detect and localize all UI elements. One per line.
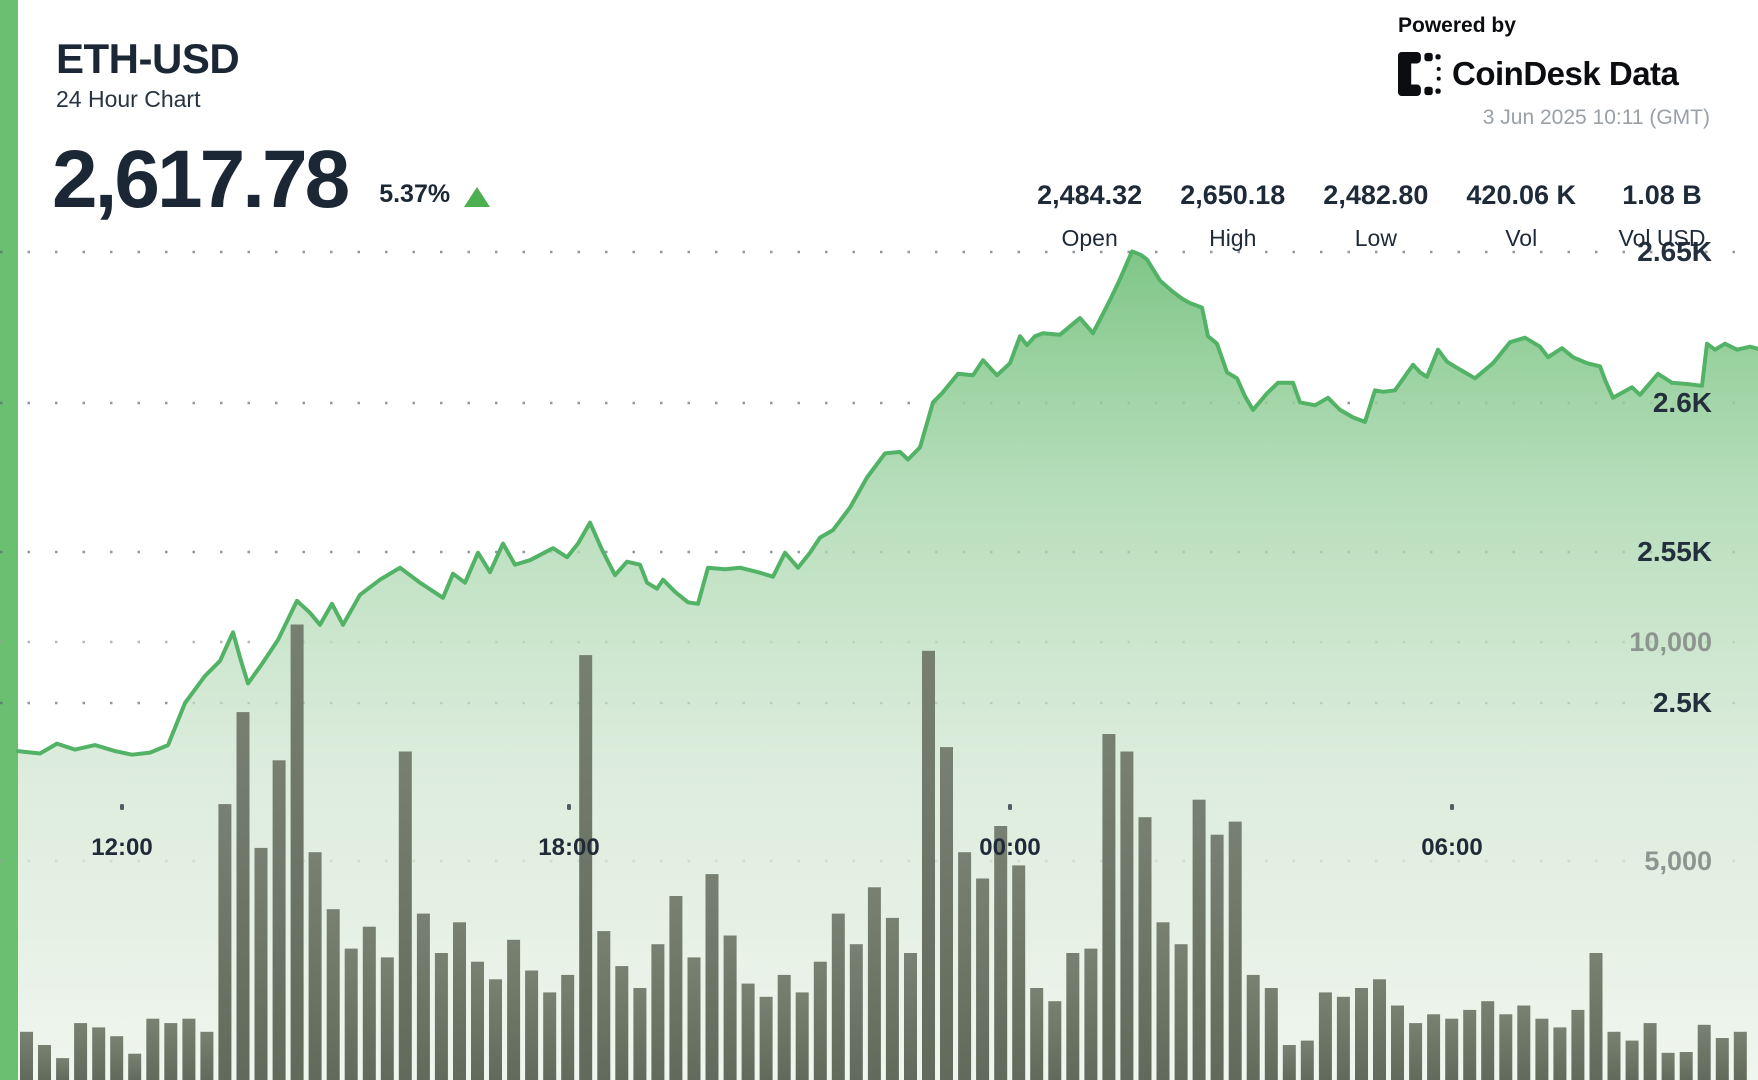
price-axis-label: 2.6K	[1653, 387, 1712, 418]
brand-name: CoinDesk Data	[1452, 55, 1679, 92]
stat-high-value: 2,650.18	[1180, 180, 1286, 210]
page-title: ETH-USD	[56, 35, 240, 82]
time-axis-label: 18:00	[538, 834, 599, 861]
stat-vol-label: Vol	[1505, 225, 1538, 251]
stat-vol-usd-label: Vol USD	[1618, 225, 1706, 251]
stat-open-value: 2,484.32	[1037, 180, 1143, 210]
stat-low: 2,482.80 Low	[1323, 180, 1428, 252]
powered-by-label: Powered by	[1398, 14, 1516, 37]
volume-axis-label: 10,000	[1629, 627, 1712, 657]
time-axis-label: 12:00	[91, 834, 152, 861]
time-axis-label: 06:00	[1421, 834, 1482, 861]
price-axis-label: 2.65K	[1637, 236, 1712, 267]
chart-timestamp: 3 Jun 2025 10:11 (GMT)	[1482, 106, 1710, 129]
stat-vol-usd-value: 1.08 B	[1622, 180, 1702, 210]
attribution-block: Powered by CoinDesk Data 3 Jun 2025 10:1…	[1398, 14, 1710, 130]
time-axis-label: 00:00	[979, 834, 1040, 861]
ohlc-stats-row: 2,484.32 Open 2,650.18 High 2,482.80 Low…	[1037, 180, 1710, 252]
price-block: 2,617.78 5.37%	[52, 134, 491, 225]
stat-vol-usd: 1.08 B Vol USD	[1614, 180, 1710, 252]
stat-vol-value: 420.06 K	[1466, 180, 1576, 210]
price-axis-label: 2.5K	[1653, 687, 1712, 718]
last-price: 2,617.78	[52, 134, 350, 225]
brand-row: CoinDesk Data	[1398, 52, 1679, 96]
chart-subtitle: 24 Hour Chart	[56, 86, 201, 113]
stat-high: 2,650.18 High	[1180, 180, 1285, 252]
coindesk-logo-icon	[1398, 52, 1441, 96]
accent-stripe	[0, 0, 18, 1080]
stat-low-label: Low	[1354, 225, 1397, 251]
stat-low-value: 2,482.80	[1323, 180, 1429, 210]
stat-open-label: Open	[1061, 225, 1118, 251]
price-axis-label: 2.55K	[1637, 536, 1712, 567]
stat-high-label: High	[1209, 225, 1257, 251]
volume-axis-label: 5,000	[1644, 846, 1712, 876]
change-percent: 5.37%	[379, 179, 451, 208]
stat-open: 2,484.32 Open	[1037, 180, 1142, 252]
chart-header: ETH-USD 24 Hour Chart	[56, 35, 240, 113]
up-arrow-icon	[464, 186, 491, 207]
stat-vol: 420.06 K Vol	[1466, 180, 1576, 252]
